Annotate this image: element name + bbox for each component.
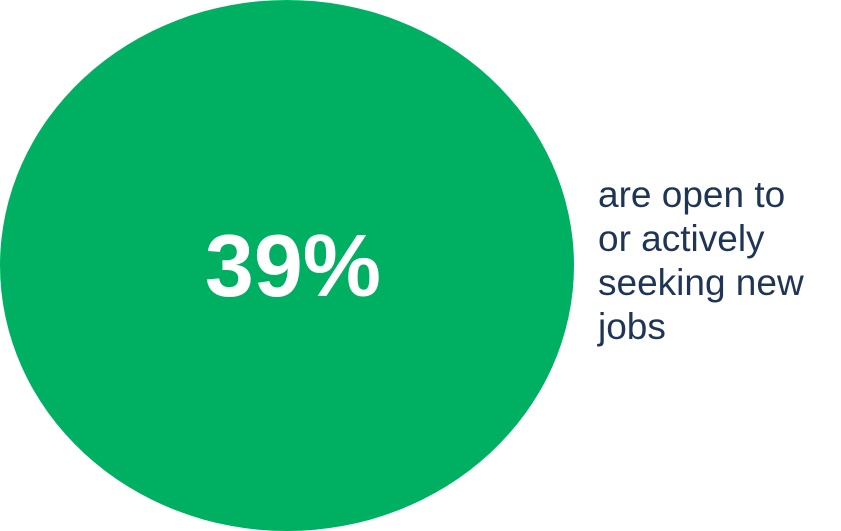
- stat-caption-line: are open to: [598, 174, 786, 215]
- stat-caption-line: seeking new: [598, 262, 804, 303]
- stat-value: 39%: [204, 215, 382, 315]
- stat-circle: 39%: [0, 0, 574, 531]
- stat-caption: are open to or actively seeking new jobs: [598, 173, 838, 349]
- stat-caption-line: jobs: [598, 306, 666, 347]
- stat-caption-line: or actively: [598, 218, 765, 259]
